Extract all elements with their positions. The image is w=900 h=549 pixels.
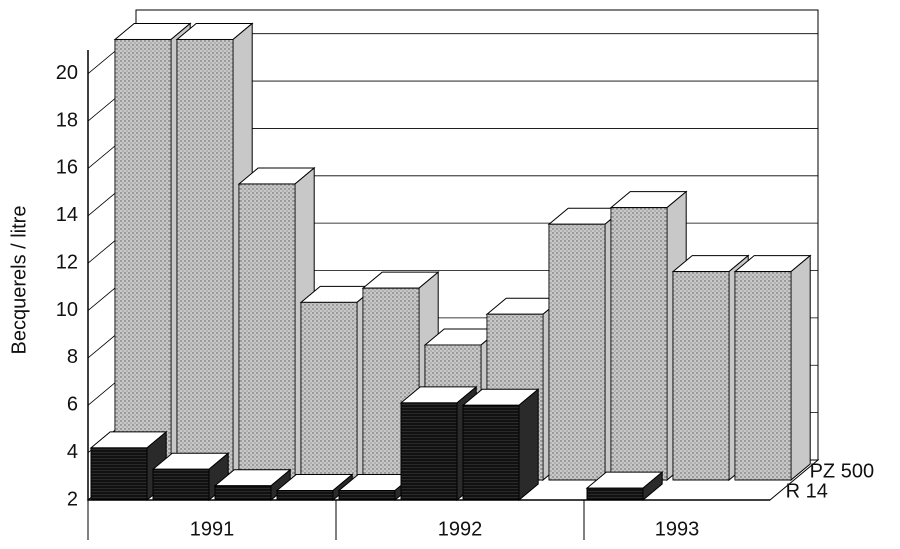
- bar-texture: [153, 469, 209, 500]
- bar: [585, 471, 664, 502]
- bar-texture: [339, 490, 395, 500]
- bar-texture: [401, 402, 457, 500]
- bar: [671, 254, 750, 482]
- bar: [275, 473, 354, 502]
- bar-texture: [239, 183, 295, 480]
- bar-texture: [587, 488, 643, 500]
- y-tick-label: 14: [56, 204, 78, 226]
- bar: [213, 468, 292, 502]
- y-axis-label: Becquerels / litre: [8, 206, 30, 355]
- bar-texture: [549, 224, 605, 480]
- y-tick-label: 8: [67, 346, 78, 368]
- x-group-label: 1992: [438, 518, 483, 540]
- bar-texture: [91, 447, 147, 500]
- y-tick-label: 12: [56, 251, 78, 273]
- bar: [461, 388, 540, 502]
- bar: [175, 22, 254, 482]
- bar-texture: [301, 302, 357, 480]
- bar-texture: [611, 207, 667, 480]
- y-tick-label: 10: [56, 299, 78, 321]
- bar-texture: [277, 490, 333, 500]
- y-tick-label: 18: [56, 109, 78, 131]
- legend-label: PZ 500: [810, 460, 874, 482]
- bar-texture: [673, 271, 729, 480]
- x-group-label: 1991: [190, 518, 235, 540]
- bar-texture: [115, 39, 171, 480]
- y-tick-label: 20: [56, 62, 78, 84]
- bar-texture: [215, 485, 271, 500]
- bar-side: [790, 254, 811, 482]
- y-tick-label: 2: [67, 488, 78, 510]
- y-tick-label: 16: [56, 157, 78, 179]
- bar: [237, 166, 316, 482]
- bar-texture: [735, 271, 791, 480]
- bar: [733, 254, 812, 482]
- y-tick-label: 4: [67, 441, 78, 463]
- bar-side: [518, 388, 539, 502]
- legend-label: R 14: [786, 480, 828, 502]
- x-group-label: 1993: [655, 518, 700, 540]
- bar-texture: [177, 39, 233, 480]
- y-tick-label: 6: [67, 394, 78, 416]
- bar-texture: [463, 405, 519, 500]
